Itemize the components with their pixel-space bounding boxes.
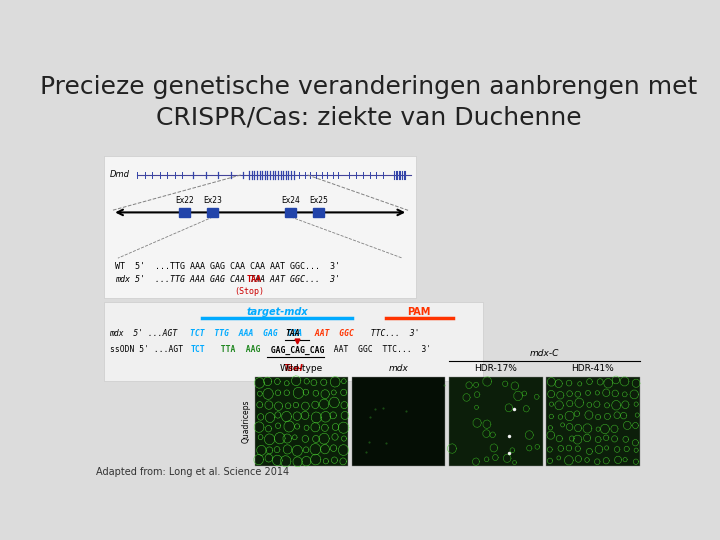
Text: Ex23: Ex23 bbox=[203, 195, 222, 205]
Text: TseI: TseI bbox=[284, 364, 304, 373]
Text: AAG: AAG bbox=[236, 346, 261, 354]
Text: TAA: TAA bbox=[246, 275, 261, 284]
Text: Ex22: Ex22 bbox=[176, 195, 194, 205]
FancyBboxPatch shape bbox=[104, 302, 483, 381]
Text: Precieze genetische veranderingen aanbrengen met
CRISPR/Cas: ziekte van Duchenne: Precieze genetische veranderingen aanbre… bbox=[40, 75, 698, 130]
Text: AAT  GGC: AAT GGC bbox=[310, 329, 354, 338]
Text: TTC...  3': TTC... 3' bbox=[361, 329, 419, 338]
Text: Ex25: Ex25 bbox=[310, 195, 328, 205]
FancyBboxPatch shape bbox=[207, 208, 218, 217]
FancyBboxPatch shape bbox=[104, 156, 416, 298]
FancyBboxPatch shape bbox=[546, 377, 639, 466]
FancyBboxPatch shape bbox=[255, 377, 348, 466]
Text: Quadriceps: Quadriceps bbox=[242, 400, 251, 443]
Text: Ex24: Ex24 bbox=[282, 195, 300, 205]
Text: mdx-C: mdx-C bbox=[529, 348, 559, 357]
Text: (Stop): (Stop) bbox=[234, 287, 264, 296]
Text: target-mdx: target-mdx bbox=[246, 307, 307, 317]
FancyBboxPatch shape bbox=[313, 208, 324, 217]
Text: TTA: TTA bbox=[211, 346, 235, 354]
FancyBboxPatch shape bbox=[351, 377, 446, 466]
FancyBboxPatch shape bbox=[449, 377, 543, 466]
Text: Adapted from: Long et al. Science 2014: Adapted from: Long et al. Science 2014 bbox=[96, 467, 289, 477]
Text: mdx  5' ...AGT: mdx 5' ...AGT bbox=[109, 329, 178, 338]
Text: HDR-17%: HDR-17% bbox=[474, 364, 517, 373]
FancyBboxPatch shape bbox=[179, 208, 190, 217]
Text: TAA: TAA bbox=[285, 329, 300, 338]
Text: TCT  TTG  AAA  GAG  CAA: TCT TTG AAA GAG CAA bbox=[190, 329, 302, 338]
Text: AAT  GGC  TTC...  3': AAT GGC TTC... 3' bbox=[324, 346, 431, 354]
Text: mdx 5'  ...TTG AAA GAG CAA TAA AAT GGC...  3': mdx 5' ...TTG AAA GAG CAA TAA AAT GGC...… bbox=[115, 275, 340, 284]
Text: ssODN 5' ...AGT: ssODN 5' ...AGT bbox=[109, 346, 183, 354]
Text: Dmd: Dmd bbox=[109, 171, 130, 179]
Text: GAG_CAG_CAG: GAG_CAG_CAG bbox=[261, 346, 325, 355]
Text: WT  5'  ...TTG AAA GAG CAA CAA AAT GGC...  3': WT 5' ...TTG AAA GAG CAA CAA AAT GGC... … bbox=[115, 262, 340, 271]
Text: mdx: mdx bbox=[389, 364, 408, 373]
Text: HDR-41%: HDR-41% bbox=[572, 364, 614, 373]
Text: Wild-type: Wild-type bbox=[280, 364, 323, 373]
FancyBboxPatch shape bbox=[285, 208, 297, 217]
Text: PAM: PAM bbox=[408, 307, 431, 317]
Text: TCT: TCT bbox=[190, 346, 205, 354]
